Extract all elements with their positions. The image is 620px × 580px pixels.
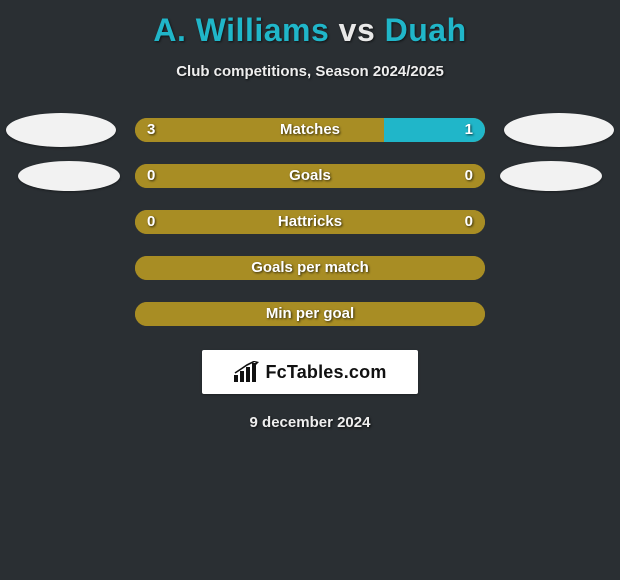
team-badge-right	[500, 161, 602, 191]
stat-row: 31Matches	[0, 118, 620, 142]
subtitle: Club competitions, Season 2024/2025	[176, 63, 444, 80]
date-label: 9 december 2024	[250, 414, 371, 431]
bar-left-fill	[135, 256, 310, 280]
stat-row: Min per goal	[0, 302, 620, 326]
page-title: A. Williams vs Duah	[153, 12, 466, 49]
bar-right-fill	[310, 302, 485, 326]
bar-left-fill	[135, 210, 310, 234]
stat-rows: 31Matches 00Goals 00Hattricks Goals per mat…	[0, 118, 620, 326]
player1-name: A. Williams	[153, 12, 329, 48]
stat-row: Goals per match	[0, 256, 620, 280]
stat-bar: Goals per match	[135, 256, 485, 280]
team-badge-left	[6, 113, 116, 147]
stat-bar: Min per goal	[135, 302, 485, 326]
bar-right-fill	[310, 210, 485, 234]
stat-row: 00Goals	[0, 164, 620, 188]
title-vs: vs	[339, 12, 376, 48]
chart-icon	[233, 361, 259, 383]
branding-badge: FcTables.com	[202, 350, 418, 394]
stat-bar: 00Goals	[135, 164, 485, 188]
bar-left-fill	[135, 118, 384, 142]
branding-text: FcTables.com	[265, 362, 386, 383]
bar-right-fill	[310, 164, 485, 188]
comparison-card: A. Williams vs Duah Club competitions, S…	[0, 0, 620, 431]
bar-left-fill	[135, 164, 310, 188]
bar-right-fill	[384, 118, 486, 142]
team-badge-right	[504, 113, 614, 147]
stat-row: 00Hattricks	[0, 210, 620, 234]
team-badge-left	[18, 161, 120, 191]
bar-left-fill	[135, 302, 310, 326]
stat-bar: 31Matches	[135, 118, 485, 142]
bar-right-fill	[310, 256, 485, 280]
stat-bar: 00Hattricks	[135, 210, 485, 234]
player2-name: Duah	[385, 12, 467, 48]
